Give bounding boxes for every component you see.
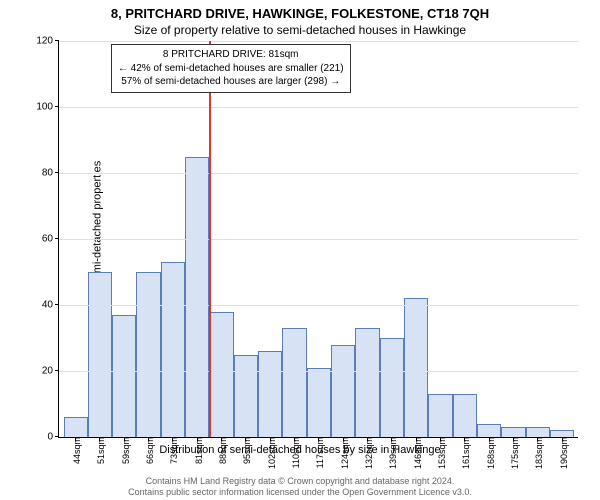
bar [477, 424, 501, 437]
gridline [59, 371, 578, 372]
xaxis-label: Distribution of semi-detached houses by … [0, 444, 600, 456]
bar [258, 351, 282, 437]
bar [355, 328, 379, 437]
ytick-label: 40 [42, 300, 59, 311]
footer: Contains HM Land Registry data © Crown c… [0, 476, 600, 499]
gridline [59, 305, 578, 306]
ytick-label: 60 [42, 234, 59, 245]
info-line-3: 57% of semi-detached houses are larger (… [118, 75, 344, 89]
ytick-mark [55, 40, 59, 41]
ytick-label: 20 [42, 366, 59, 377]
bar [380, 338, 404, 437]
ytick-label: 100 [36, 102, 59, 113]
bar [234, 355, 258, 438]
bar [161, 262, 185, 437]
footer-line-2: Contains public sector information licen… [0, 487, 600, 498]
bar [526, 427, 550, 437]
chart-area: 44sqm51sqm59sqm66sqm73sqm81sqm88sqm95sqm… [58, 41, 578, 438]
ytick-mark [55, 304, 59, 305]
bar [428, 394, 452, 437]
title-main: 8, PRITCHARD DRIVE, HAWKINGE, FOLKESTONE… [0, 6, 600, 21]
gridline [59, 173, 578, 174]
bar [550, 430, 574, 437]
gridline [59, 107, 578, 108]
footer-line-1: Contains HM Land Registry data © Crown c… [0, 476, 600, 487]
info-line-2: ← 42% of semi-detached houses are smalle… [118, 62, 344, 76]
bar [331, 345, 355, 437]
bar [136, 272, 160, 437]
marker-line [209, 41, 211, 437]
bar [88, 272, 112, 437]
ytick-label: 80 [42, 168, 59, 179]
bar [501, 427, 525, 437]
bar [112, 315, 136, 437]
info-box: 8 PRITCHARD DRIVE: 81sqm ← 42% of semi-d… [111, 44, 351, 93]
gridline [59, 239, 578, 240]
gridline [59, 41, 578, 42]
bar [282, 328, 306, 437]
bar [64, 417, 88, 437]
title-sub: Size of property relative to semi-detach… [0, 23, 600, 37]
bar [404, 298, 428, 437]
ytick-mark [55, 238, 59, 239]
ytick-mark [55, 106, 59, 107]
bar [185, 157, 209, 438]
bar [453, 394, 477, 437]
ytick-label: 0 [47, 432, 59, 443]
info-line-1: 8 PRITCHARD DRIVE: 81sqm [118, 48, 344, 62]
plot: 44sqm51sqm59sqm66sqm73sqm81sqm88sqm95sqm… [58, 41, 578, 438]
ytick-mark [55, 172, 59, 173]
bar [307, 368, 331, 437]
ytick-label: 120 [36, 36, 59, 47]
bar [209, 312, 233, 437]
ytick-mark [55, 370, 59, 371]
ytick-mark [55, 436, 59, 437]
